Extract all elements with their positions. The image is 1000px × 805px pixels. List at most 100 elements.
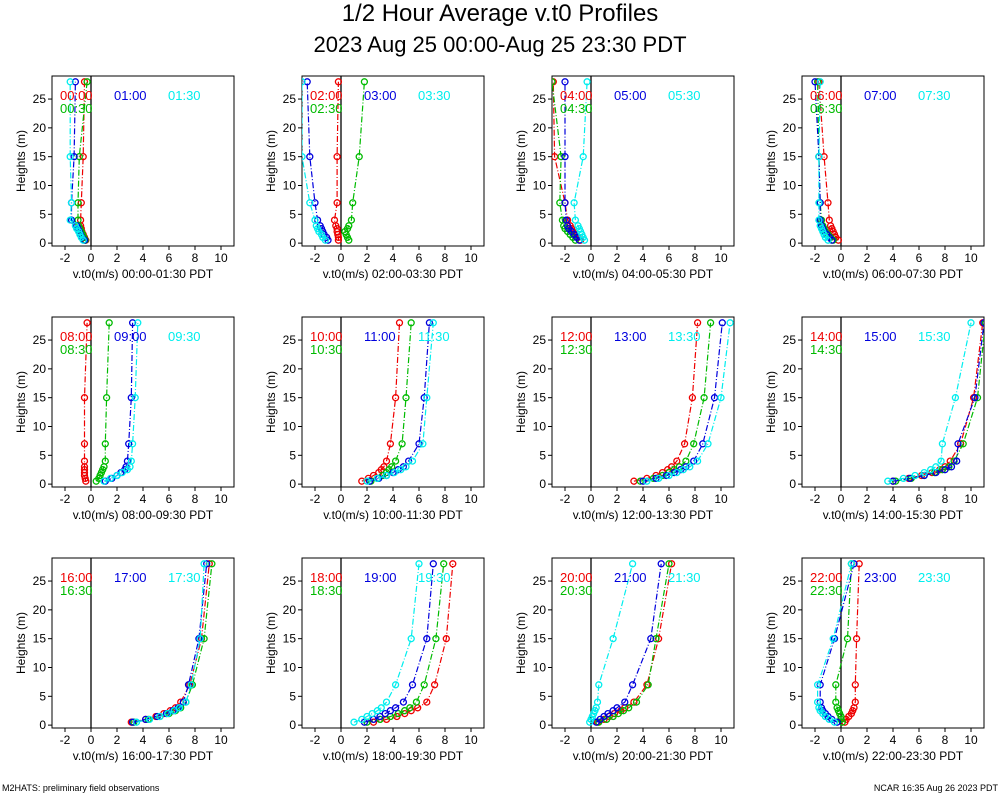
data-point — [179, 698, 187, 706]
y-tick-label: 25 — [33, 92, 47, 106]
x-tick-label: -2 — [560, 251, 571, 265]
x-tick-label: 10 — [964, 733, 978, 747]
data-point — [386, 440, 395, 448]
legend-entry: 04:00 — [560, 88, 593, 103]
data-point — [402, 463, 410, 471]
legend-entry: 01:00 — [114, 88, 147, 103]
data-point — [407, 319, 415, 327]
data-point — [832, 698, 840, 706]
series-line — [835, 563, 852, 723]
y-tick-label: 10 — [533, 178, 547, 192]
data-point — [557, 153, 565, 161]
data-point — [408, 457, 417, 465]
series-line — [844, 563, 860, 723]
x-tick-label: -2 — [60, 492, 71, 506]
x-tick-label: 0 — [88, 492, 95, 506]
series-group — [350, 560, 457, 726]
data-point — [690, 440, 698, 448]
y-tick-label: 20 — [33, 603, 47, 617]
data-point — [80, 78, 89, 86]
profile-panel: -2 0 2 4 6 8 10 0 5 10 15 20 25 Heights (m) v.t0(m/s) … — [764, 557, 985, 763]
series-line — [819, 563, 855, 723]
legend-entry: 06:30 — [810, 101, 843, 116]
series-group — [813, 560, 863, 726]
data-point — [66, 78, 74, 86]
data-point — [561, 199, 569, 207]
y-tick-label: 10 — [533, 419, 547, 433]
series-group — [358, 319, 437, 485]
data-point — [688, 394, 697, 402]
x-tick-label: 8 — [942, 492, 949, 506]
y-tick-label: 5 — [39, 448, 46, 462]
x-tick-label: 8 — [942, 733, 949, 747]
data-point — [690, 457, 698, 465]
legend-entry: 08:00 — [60, 329, 93, 344]
series-line — [333, 81, 339, 241]
y-tick-label: 25 — [783, 333, 797, 347]
data-point — [941, 466, 949, 474]
data-point — [815, 216, 823, 224]
data-point — [679, 466, 687, 474]
data-point — [579, 153, 587, 161]
data-point — [652, 635, 660, 643]
legend-entry: 08:30 — [60, 342, 93, 357]
y-tick-label: 15 — [783, 632, 797, 646]
profile-panel: -2 0 2 4 6 8 10 0 5 10 15 20 25 Heights (m) v.t0(m/s) … — [14, 557, 235, 763]
x-tick-label: 4 — [140, 492, 147, 506]
x-tick-label: 6 — [666, 733, 673, 747]
data-point — [67, 199, 76, 207]
x-tick-label: 4 — [140, 251, 147, 265]
legend-entry: 07:00 — [864, 88, 897, 103]
data-point — [938, 440, 947, 448]
data-point — [208, 560, 216, 568]
legend-entry: 19:30 — [418, 570, 451, 585]
data-point — [205, 560, 213, 568]
series-group — [811, 78, 843, 244]
data-point — [704, 440, 712, 448]
y-tick-label: 25 — [783, 92, 797, 106]
y-tick-label: 20 — [283, 603, 297, 617]
y-tick-label: 15 — [533, 150, 547, 164]
y-tick-label: 25 — [283, 574, 297, 588]
data-point — [613, 704, 621, 712]
x-tick-label: 0 — [838, 733, 845, 747]
legend-entry: 03:30 — [418, 88, 451, 103]
legend-entry: 10:30 — [310, 342, 343, 357]
x-tick-label: 0 — [838, 251, 845, 265]
data-point — [811, 78, 819, 86]
x-tick-label: 4 — [640, 492, 647, 506]
data-point — [128, 440, 137, 448]
y-tick-label: 15 — [533, 632, 547, 646]
x-tick-label: 4 — [640, 733, 647, 747]
data-point — [630, 698, 638, 706]
data-point — [647, 635, 655, 643]
data-point — [398, 440, 406, 448]
y-tick-label: 20 — [783, 121, 797, 135]
data-point — [667, 560, 676, 568]
data-point — [843, 635, 852, 643]
data-point — [105, 319, 113, 327]
x-tick-label: 10 — [464, 492, 478, 506]
y-tick-label: 10 — [783, 178, 797, 192]
data-point — [127, 394, 135, 402]
y-tick-label: 25 — [533, 92, 547, 106]
y-tick-label: 10 — [783, 660, 797, 674]
x-tick-label: 10 — [714, 733, 728, 747]
y-tick-label: 5 — [289, 448, 296, 462]
x-axis-label: v.t0(m/s) 14:00-15:30 PDT — [823, 508, 964, 522]
x-tick-label: 2 — [864, 492, 871, 506]
legend-entry: 17:30 — [168, 570, 201, 585]
y-tick-label: 25 — [33, 333, 47, 347]
data-point — [373, 474, 382, 483]
series-group — [80, 319, 142, 485]
series-line — [589, 563, 634, 723]
x-axis-label: v.t0(m/s) 08:00-09:30 PDT — [73, 508, 214, 522]
profile-panel: -2 0 2 4 6 8 10 0 5 10 15 20 25 Heights (m) v.t0(m/s) … — [514, 75, 735, 281]
x-tick-label: 6 — [916, 733, 923, 747]
x-tick-label: 6 — [416, 492, 423, 506]
y-tick-label: 0 — [539, 236, 546, 250]
x-axis-label: v.t0(m/s) 16:00-17:30 PDT — [73, 749, 214, 763]
data-point — [429, 319, 437, 327]
x-tick-label: -2 — [310, 251, 321, 265]
